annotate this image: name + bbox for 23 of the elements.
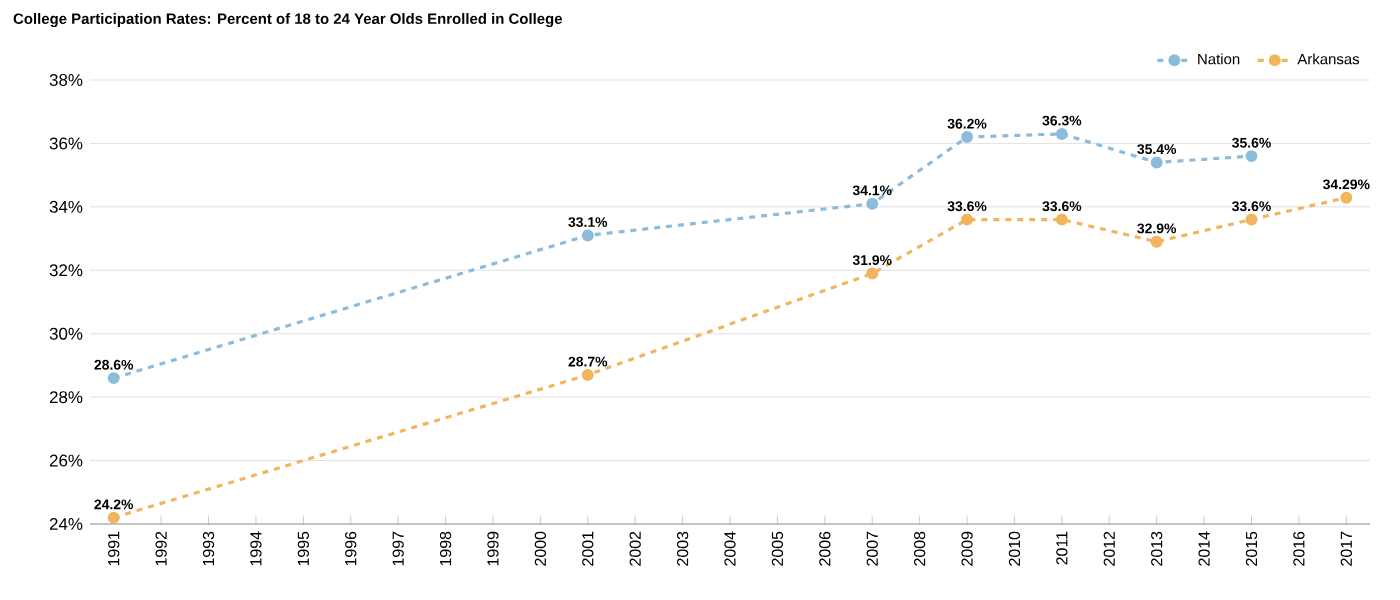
y-tick-label: 28%: [49, 391, 83, 404]
y-tick-label: 38%: [49, 74, 83, 86]
y-tick-label: 34%: [49, 200, 83, 213]
point: [107, 372, 120, 385]
point: [961, 131, 974, 144]
point: [581, 229, 594, 242]
point: [1150, 235, 1163, 248]
point: [1150, 156, 1163, 169]
point: [866, 197, 879, 210]
point: [866, 267, 879, 280]
point: [1055, 127, 1068, 140]
y-tick-label: 36%: [49, 137, 83, 150]
y-tick-label: 30%: [49, 327, 83, 340]
y-tick-label: 32%: [49, 264, 83, 277]
point: [1245, 213, 1258, 226]
y-tick-label: 24%: [49, 518, 83, 530]
point: [1055, 213, 1068, 226]
point: [1245, 150, 1258, 163]
point: [107, 511, 120, 524]
point: [581, 368, 594, 381]
point: [1340, 191, 1353, 204]
point: [961, 213, 974, 226]
y-tick-label: 26%: [49, 454, 83, 467]
